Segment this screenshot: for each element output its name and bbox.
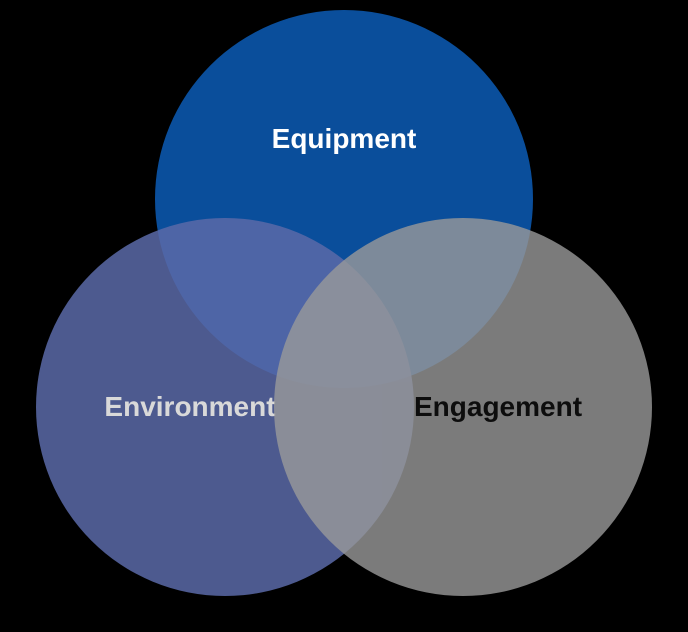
venn-label-environment: Environment [104,391,275,423]
venn-label-equipment: Equipment [272,123,417,155]
venn-circle-engagement: Engagement [274,218,652,596]
venn-label-engagement: Engagement [414,391,582,423]
venn-diagram: Equipment Environment Engagement [0,0,688,632]
